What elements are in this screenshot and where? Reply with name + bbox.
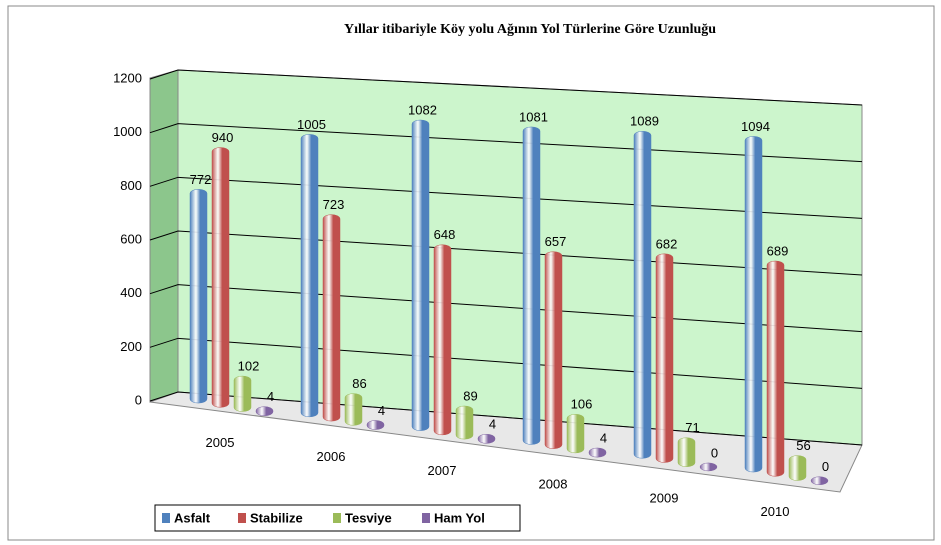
bar <box>766 260 785 477</box>
legend-label: Stabilize <box>250 510 303 525</box>
bar <box>411 119 430 431</box>
value-label: 56 <box>796 438 810 453</box>
legend-swatch <box>422 513 430 523</box>
bar <box>655 253 674 463</box>
bar <box>522 126 541 445</box>
bar <box>300 134 319 418</box>
value-label: 0 <box>822 459 829 474</box>
value-label: 1005 <box>297 117 326 132</box>
x-tick-label: 2007 <box>428 463 457 478</box>
value-label: 0 <box>711 445 718 460</box>
x-tick-label: 2008 <box>539 477 568 492</box>
y-tick-label: 1000 <box>113 124 142 139</box>
bar <box>211 147 230 408</box>
legend-swatch <box>333 513 341 523</box>
bar <box>455 405 474 440</box>
bar <box>344 393 363 426</box>
legend-swatch <box>238 513 246 523</box>
bar <box>588 447 607 458</box>
value-label: 71 <box>685 420 699 435</box>
y-tick-label: 0 <box>135 392 142 407</box>
value-label: 86 <box>352 376 366 391</box>
x-tick-label: 2006 <box>317 449 346 464</box>
value-label: 4 <box>378 403 385 418</box>
grid-line <box>149 69 863 106</box>
value-label: 1094 <box>741 119 770 134</box>
bar <box>477 434 496 444</box>
value-label: 4 <box>489 417 496 432</box>
bar <box>233 375 252 412</box>
value-label: 102 <box>238 359 260 374</box>
bar <box>433 244 452 436</box>
value-label: 682 <box>656 236 678 251</box>
bar <box>788 455 807 481</box>
value-label: 723 <box>323 197 345 212</box>
value-label: 1082 <box>408 102 437 117</box>
bar <box>189 189 208 404</box>
value-label: 1089 <box>630 114 659 129</box>
value-label: 689 <box>767 243 789 258</box>
bar <box>366 420 385 430</box>
chart-title: Yıllar itibariyle Köy yolu Ağının Yol Tü… <box>344 22 716 37</box>
legend-label: Tesviye <box>345 510 392 525</box>
bar <box>633 131 652 459</box>
y-tick-label: 1200 <box>113 70 142 85</box>
y-tick-label: 400 <box>120 285 142 300</box>
value-label: 772 <box>190 172 212 187</box>
value-label: 89 <box>463 388 477 403</box>
y-tick-label: 600 <box>120 231 142 246</box>
bar <box>566 414 585 454</box>
y-tick-label: 200 <box>120 339 142 354</box>
value-label: 4 <box>267 389 274 404</box>
bar <box>677 437 696 467</box>
value-label: 1081 <box>519 109 548 124</box>
bar <box>699 462 718 472</box>
legend-label: Asfalt <box>174 510 211 525</box>
x-tick-label: 2010 <box>761 504 790 519</box>
x-tick-label: 2009 <box>650 490 679 505</box>
legend-label: Ham Yol <box>434 510 485 525</box>
value-label: 648 <box>434 227 456 242</box>
bar <box>255 406 274 416</box>
y-tick-label: 800 <box>120 178 142 193</box>
value-label: 940 <box>212 130 234 145</box>
bar <box>322 214 341 422</box>
x-tick-label: 2005 <box>206 435 235 450</box>
legend-items: Asfalt Stabilize Tesviye Ham Yol <box>162 510 485 525</box>
bar <box>810 476 829 485</box>
value-label: 657 <box>545 234 567 249</box>
value-label: 106 <box>571 397 593 412</box>
bar <box>544 251 563 449</box>
bar <box>744 136 763 473</box>
legend-swatch <box>162 513 170 523</box>
value-label: 4 <box>600 430 607 445</box>
